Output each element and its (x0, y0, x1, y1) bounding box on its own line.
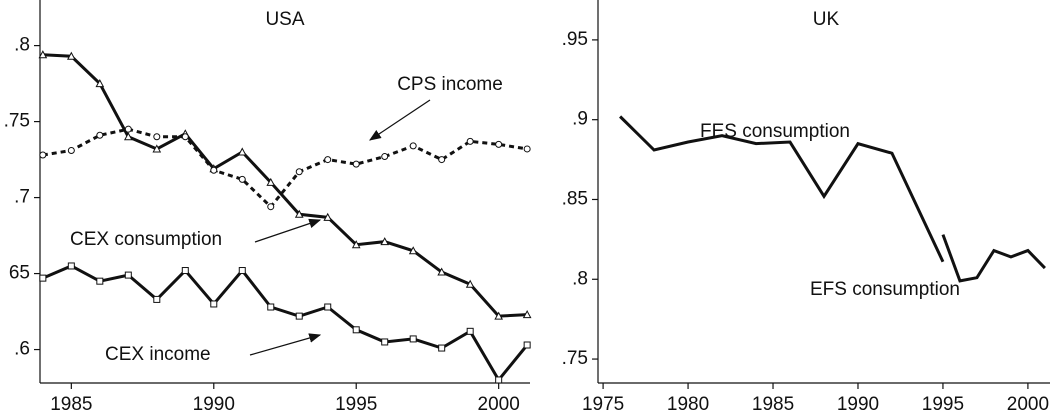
marker (96, 277, 104, 285)
series-annotation: EFS consumption (810, 279, 960, 300)
series-annotation: CPS income (397, 74, 503, 95)
marker (67, 262, 75, 270)
marker (494, 311, 504, 320)
y-tick-label: .75 (4, 111, 30, 132)
series-line (42, 53, 528, 318)
marker (95, 79, 105, 88)
marker (324, 156, 332, 164)
y-tick-label: .9 (572, 109, 588, 130)
chart-title: UK (813, 9, 840, 30)
x-tick-label: 1985 (50, 394, 92, 415)
x-tick-label: 2000 (478, 394, 520, 415)
marker (39, 151, 47, 159)
x-tick-label: 1985 (752, 394, 794, 415)
marker (238, 267, 246, 275)
marker (465, 279, 475, 288)
marker (351, 240, 361, 249)
marker (181, 133, 189, 141)
y-tick-label: .95 (562, 29, 588, 50)
x-tick-label: 1995 (335, 394, 377, 415)
series-line (42, 127, 528, 209)
marker (39, 274, 47, 282)
x-tick-label: 1990 (837, 394, 879, 415)
annotation-arrow (254, 218, 322, 243)
marker (67, 146, 75, 154)
series-line (42, 264, 529, 383)
x-tick-label: 1990 (193, 394, 235, 415)
marker (181, 267, 189, 275)
series-annotation: FES consumption (700, 121, 850, 142)
y-tick-label: .6 (14, 339, 30, 360)
marker (153, 295, 161, 303)
marker (408, 246, 418, 255)
marker (495, 376, 503, 384)
series-line (941, 234, 1046, 283)
y-tick-label: .8 (572, 268, 588, 289)
marker (237, 147, 247, 156)
marker (96, 131, 104, 139)
marker (210, 166, 218, 174)
series-line (619, 115, 945, 263)
marker (380, 237, 390, 246)
marker (381, 338, 389, 346)
marker (324, 303, 332, 311)
marker (295, 168, 303, 176)
marker (323, 212, 333, 221)
y-tick-label: 65 (9, 263, 30, 284)
marker (123, 132, 133, 141)
marker (267, 303, 275, 311)
marker (438, 156, 446, 164)
marker (267, 203, 275, 211)
marker (152, 144, 162, 153)
series-annotation: CEX consumption (70, 229, 222, 250)
marker (210, 300, 218, 308)
marker (153, 133, 161, 141)
annotation-arrow (369, 99, 431, 141)
x-tick-label: 1995 (922, 394, 964, 415)
y-tick-label: .75 (562, 348, 588, 369)
series-annotation: CEX income (105, 344, 211, 365)
marker (495, 140, 503, 148)
marker (38, 50, 48, 59)
marker (352, 326, 360, 334)
chart-title: USA (265, 9, 304, 30)
marker (466, 137, 474, 145)
marker (266, 177, 276, 186)
marker (294, 209, 304, 218)
marker (124, 271, 132, 279)
marker (409, 335, 417, 343)
marker (466, 327, 474, 335)
annotation-arrow (249, 333, 322, 356)
marker (238, 175, 246, 183)
x-tick-label: 2000 (1007, 394, 1049, 415)
marker (67, 51, 76, 60)
marker (522, 310, 532, 319)
marker (352, 160, 360, 168)
y-tick-label: .8 (14, 35, 30, 56)
marker (437, 267, 447, 276)
marker (523, 145, 531, 153)
x-tick-label: 1980 (667, 394, 709, 415)
x-tick-label: 1975 (582, 394, 624, 415)
marker (523, 341, 531, 349)
marker (124, 125, 132, 133)
marker (438, 344, 446, 352)
marker (295, 312, 303, 320)
y-tick-label: .85 (562, 188, 588, 209)
marker (381, 153, 389, 161)
y-tick-label: .7 (14, 187, 30, 208)
marker (409, 142, 417, 150)
